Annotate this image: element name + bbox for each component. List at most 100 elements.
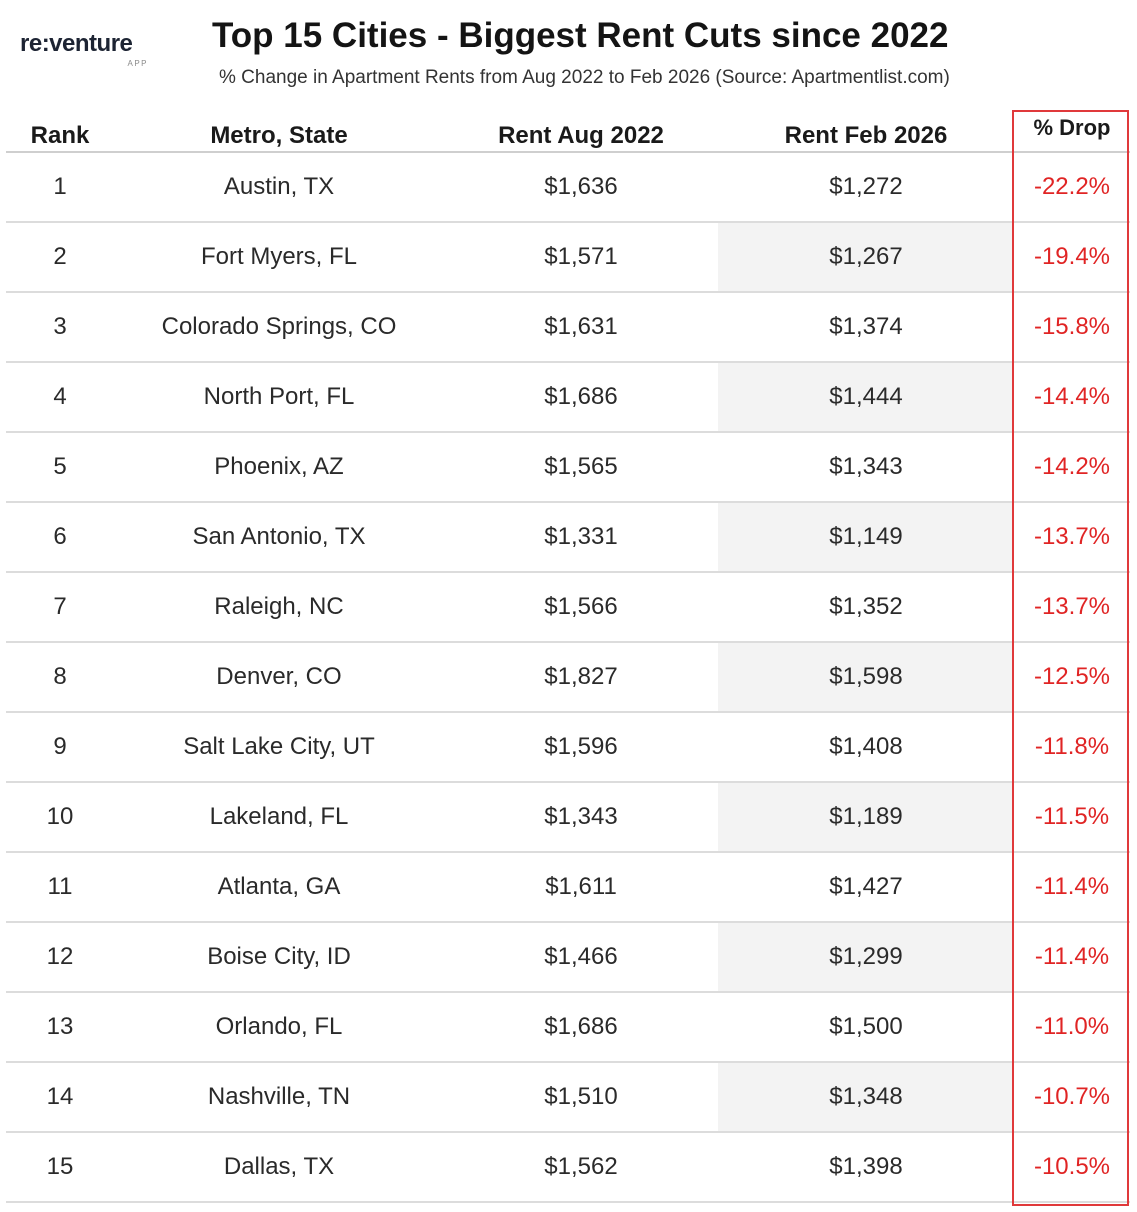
cell-rank: 11	[47, 873, 73, 900]
table-row: 11 Atlanta, GA $1,611 $1,427 -11.4%	[6, 853, 1130, 923]
table-row: 10 Lakeland, FL $1,343 $1,189 -11.5%	[6, 783, 1130, 853]
table-row: 9 Salt Lake City, UT $1,596 $1,408 -11.8%	[6, 713, 1130, 783]
cell-pct-drop: -11.4%	[1034, 873, 1110, 900]
cell-rent-feb-2026: $1,598	[718, 643, 1014, 711]
cell-pct-drop: -12.5%	[1033, 663, 1111, 690]
cell-rank: 14	[46, 1083, 74, 1110]
cell-rank: 3	[53, 313, 67, 340]
table-body: 1 Austin, TX $1,636 $1,272 -22.2% 2 Fort Myers…	[6, 153, 1130, 1203]
table-row: 7 Raleigh, NC $1,566 $1,352 -13.7%	[6, 573, 1130, 643]
cell-rent-feb-2026: $1,500	[829, 1013, 903, 1040]
cell-rent-aug-2022: $1,571	[544, 243, 618, 270]
cell-rent-aug-2022: $1,686	[544, 1013, 618, 1040]
cell-rent-feb-2026: $1,272	[829, 173, 903, 200]
cell-metro: Denver, CO	[216, 663, 342, 690]
cell-rent-aug-2022: $1,636	[544, 173, 618, 200]
chart-subtitle: % Change in Apartment Rents from Aug 202…	[219, 67, 950, 88]
cell-rank: 1	[53, 173, 67, 200]
cell-rent-feb-2026: $1,348	[718, 1063, 1014, 1131]
table-row: 3 Colorado Springs, CO $1,631 $1,374 -15.8%	[6, 293, 1130, 363]
reventure-logo: re:venture APP	[20, 30, 160, 72]
table-row: 15 Dallas, TX $1,562 $1,398 -10.5%	[6, 1133, 1130, 1203]
cell-rank: 6	[53, 523, 67, 550]
cell-metro: Nashville, TN	[207, 1083, 351, 1110]
table-row: 8 Denver, CO $1,827 $1,598 -12.5%	[6, 643, 1130, 713]
table-row: 4 North Port, FL $1,686 $1,444 -14.4%	[6, 363, 1130, 433]
cell-metro: North Port, FL	[203, 383, 355, 410]
cell-rent-aug-2022: $1,827	[544, 663, 618, 690]
cell-metro: Dallas, TX	[223, 1153, 335, 1180]
cell-rent-feb-2026: $1,267	[718, 223, 1014, 291]
cell-rank: 5	[53, 453, 67, 480]
cell-metro: Colorado Springs, CO	[161, 313, 397, 340]
cell-metro: San Antonio, TX	[192, 523, 366, 550]
cell-pct-drop: -10.7%	[1033, 1083, 1111, 1110]
cell-rent-aug-2022: $1,510	[544, 1083, 618, 1110]
table-row: 2 Fort Myers, FL $1,571 $1,267 -19.4%	[6, 223, 1130, 293]
cell-metro: Fort Myers, FL	[200, 243, 357, 270]
cell-pct-drop: -11.0%	[1034, 1013, 1110, 1040]
cell-rank: 10	[46, 803, 74, 830]
cell-rank: 12	[46, 943, 74, 970]
cell-rank: 15	[46, 1153, 74, 1180]
cell-pct-drop: -19.4%	[1033, 243, 1111, 270]
cell-pct-drop: -13.7%	[1033, 523, 1111, 550]
cell-rent-aug-2022: $1,565	[544, 453, 618, 480]
cell-rent-feb-2026: $1,427	[829, 873, 903, 900]
cell-rent-feb-2026: $1,398	[829, 1153, 903, 1180]
column-header-rent-aug-2022: Rent Aug 2022	[498, 122, 664, 149]
cell-rent-aug-2022: $1,566	[544, 593, 618, 620]
cell-rent-aug-2022: $1,686	[544, 383, 618, 410]
cell-metro: Salt Lake City, UT	[183, 733, 375, 760]
cell-metro: Lakeland, FL	[209, 803, 349, 830]
table-row: 6 San Antonio, TX $1,331 $1,149 -13.7%	[6, 503, 1130, 573]
cell-rent-feb-2026: $1,189	[718, 783, 1014, 851]
table-row: 5 Phoenix, AZ $1,565 $1,343 -14.2%	[6, 433, 1130, 503]
cell-metro: Atlanta, GA	[217, 873, 341, 900]
cell-rent-aug-2022: $1,596	[544, 733, 618, 760]
cell-rent-feb-2026: $1,374	[829, 313, 903, 340]
column-header-rank: Rank	[30, 122, 90, 149]
cell-pct-drop: -15.8%	[1033, 313, 1111, 340]
cell-rank: 8	[53, 663, 67, 690]
cell-rent-feb-2026: $1,149	[718, 503, 1014, 571]
table-row: 14 Nashville, TN $1,510 $1,348 -10.7%	[6, 1063, 1130, 1133]
cell-pct-drop: -14.4%	[1033, 383, 1111, 410]
cell-rent-feb-2026: $1,343	[829, 453, 903, 480]
cell-metro: Phoenix, AZ	[214, 453, 344, 480]
table-row: 1 Austin, TX $1,636 $1,272 -22.2%	[6, 153, 1130, 223]
cell-metro: Austin, TX	[223, 173, 335, 200]
cell-rent-aug-2022: $1,331	[544, 523, 618, 550]
logo-wordmark: re:venture	[20, 30, 133, 57]
cell-rent-feb-2026: $1,352	[829, 593, 903, 620]
cell-rank: 9	[53, 733, 67, 760]
cell-rent-feb-2026: $1,444	[718, 363, 1014, 431]
cell-pct-drop: -11.4%	[1034, 943, 1110, 970]
table-header-row: Rank Metro, State Rent Aug 2022 Rent Feb…	[6, 113, 1130, 153]
cell-metro: Boise City, ID	[207, 943, 351, 970]
cell-pct-drop: -22.2%	[1033, 173, 1111, 200]
cell-pct-drop: -14.2%	[1033, 453, 1111, 480]
cell-metro: Orlando, FL	[215, 1013, 343, 1040]
table-row: 12 Boise City, ID $1,466 $1,299 -11.4%	[6, 923, 1130, 993]
cell-pct-drop: -11.8%	[1034, 733, 1110, 760]
rent-table: Rank Metro, State Rent Aug 2022 Rent Feb…	[6, 113, 1130, 1203]
cell-metro: Raleigh, NC	[214, 593, 344, 620]
logo-subtext: APP	[127, 59, 148, 68]
cell-pct-drop: -10.5%	[1033, 1153, 1111, 1180]
column-header-rent-feb-2026: Rent Feb 2026	[784, 122, 948, 149]
column-header-pct-drop: % Drop	[1033, 115, 1111, 140]
table-row: 13 Orlando, FL $1,686 $1,500 -11.0%	[6, 993, 1130, 1063]
cell-pct-drop: -11.5%	[1034, 803, 1110, 830]
cell-rank: 13	[46, 1013, 74, 1040]
cell-rent-aug-2022: $1,466	[544, 943, 618, 970]
cell-rank: 7	[53, 593, 67, 620]
column-header-metro: Metro, State	[210, 122, 348, 149]
cell-rent-feb-2026: $1,299	[718, 923, 1014, 991]
cell-pct-drop: -13.7%	[1033, 593, 1111, 620]
cell-rent-feb-2026: $1,408	[829, 733, 903, 760]
cell-rent-aug-2022: $1,343	[544, 803, 618, 830]
cell-rank: 2	[53, 243, 67, 270]
cell-rank: 4	[53, 383, 67, 410]
cell-rent-aug-2022: $1,631	[544, 313, 618, 340]
